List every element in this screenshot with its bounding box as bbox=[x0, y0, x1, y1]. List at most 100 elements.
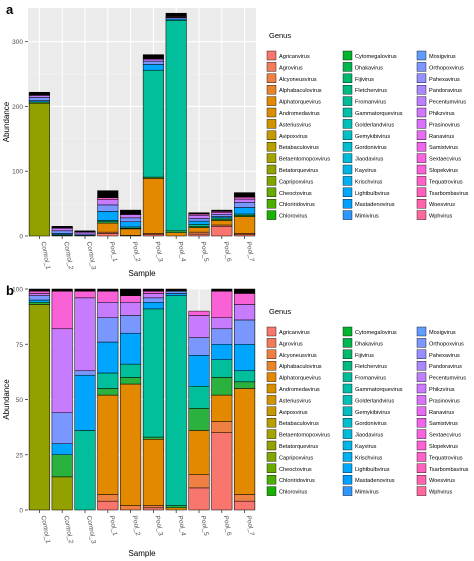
legend-swatch bbox=[266, 62, 277, 72]
legend-label: Phikzvirus bbox=[429, 387, 455, 393]
bar-segment bbox=[74, 370, 96, 376]
bar-segment bbox=[234, 381, 256, 389]
bar-segment bbox=[165, 232, 187, 237]
legend-label: Fletchervirus bbox=[355, 364, 387, 370]
chart-panel-a: 0 100 200 300 Control_1 Control_2 Control_3 Poo… bbox=[2, 8, 469, 278]
bar-segment bbox=[142, 505, 164, 509]
legend-swatch bbox=[416, 463, 427, 473]
bar-segment bbox=[28, 95, 50, 98]
bar-segment bbox=[234, 196, 256, 200]
legend-label: Ranavirus bbox=[429, 134, 454, 140]
chart-panel-b: 0 25 50 75 100 Control_1 Control_2 Control_3 Poo… bbox=[2, 287, 469, 559]
legend-swatch bbox=[416, 176, 427, 186]
legend-label: Kayvirus bbox=[355, 168, 377, 174]
bar-segment bbox=[51, 476, 73, 511]
legend-label: Orthopoxvirus bbox=[429, 65, 464, 71]
bar-segment bbox=[28, 295, 50, 301]
bar-segment bbox=[97, 211, 119, 221]
bar-segment bbox=[188, 385, 210, 409]
bar-stack-Control_3 bbox=[74, 230, 96, 237]
x-tick-label: Control_1 bbox=[39, 241, 51, 270]
bar-segment bbox=[234, 500, 256, 511]
bar-segment bbox=[142, 290, 164, 294]
bar-segment bbox=[51, 288, 73, 292]
legend-label: Fletchervirus bbox=[355, 88, 387, 94]
y-tick-label: 100 bbox=[12, 169, 23, 176]
x-tick-label: Pool_1 bbox=[108, 241, 118, 263]
bar-segment bbox=[188, 215, 210, 219]
legend-swatch bbox=[342, 452, 353, 462]
legend-label: Pahexavirus bbox=[429, 353, 460, 359]
bar-segment bbox=[142, 54, 164, 59]
legend-swatch bbox=[416, 141, 427, 152]
x-tick-label: Pool_7 bbox=[245, 515, 255, 537]
legend-swatch bbox=[342, 406, 353, 416]
bar-stack-Pool_5 bbox=[188, 212, 210, 237]
bar-stack-Pool_4 bbox=[165, 12, 187, 237]
bar-segment bbox=[142, 302, 164, 310]
legend-label: Betabaculovirus bbox=[279, 145, 319, 151]
legend-swatch bbox=[266, 338, 277, 348]
legend-label: Cytomegalovirus bbox=[355, 54, 397, 60]
bar-segment bbox=[188, 310, 210, 316]
legend-label: Mastadenovirus bbox=[355, 478, 395, 484]
legend-swatch bbox=[342, 119, 353, 129]
legend-label: Pandoravirus bbox=[429, 364, 462, 370]
bar-segment bbox=[97, 222, 119, 233]
bar-segment bbox=[142, 297, 164, 303]
bar-segment bbox=[51, 227, 73, 232]
legend-label: Tequatrovirus bbox=[429, 179, 463, 185]
bar-segment bbox=[211, 317, 233, 330]
bar-segment bbox=[211, 432, 233, 511]
legend-swatch bbox=[342, 210, 353, 220]
bar-segment bbox=[211, 212, 233, 215]
bar-segment bbox=[142, 436, 164, 440]
bar-segment bbox=[165, 290, 187, 294]
bar-stack-Pool_2 bbox=[120, 288, 142, 511]
bar-segment bbox=[120, 505, 142, 511]
bar-stack-Control_1 bbox=[28, 288, 50, 511]
legend-label: Orthopoxvirus bbox=[429, 341, 464, 347]
legend-swatch bbox=[416, 372, 427, 382]
bar-segment bbox=[188, 487, 210, 511]
legend-label: Mosigvirus bbox=[429, 54, 456, 60]
bar-segment bbox=[120, 315, 142, 334]
legend-swatch bbox=[342, 486, 353, 496]
legend-swatch bbox=[342, 326, 353, 337]
bar-segment bbox=[165, 295, 187, 506]
bar-stack-Pool_4 bbox=[165, 288, 187, 511]
legend-label: Samistvirus bbox=[429, 145, 458, 151]
bar-stack-Control_3 bbox=[74, 288, 96, 511]
bar-segment bbox=[97, 233, 119, 237]
legend-swatch bbox=[416, 119, 427, 129]
bar-segment bbox=[120, 288, 142, 296]
legend-swatch bbox=[266, 187, 277, 198]
legend-swatch bbox=[416, 406, 427, 416]
bar-stack-Pool_3 bbox=[142, 54, 164, 237]
legend-swatch bbox=[416, 452, 427, 462]
bar-segment bbox=[188, 224, 210, 227]
bar-segment bbox=[188, 430, 210, 475]
legend-label: Chlorovirus bbox=[279, 214, 307, 220]
legend-swatch bbox=[416, 326, 427, 337]
bar-stack-Pool_3 bbox=[142, 288, 164, 511]
legend-swatch bbox=[342, 176, 353, 186]
legend-swatch bbox=[416, 486, 427, 496]
bar-segment bbox=[97, 500, 119, 511]
legend-label: Prasinovirus bbox=[429, 122, 460, 128]
legend-label: Fijivirus bbox=[355, 77, 374, 83]
bar-stack-Pool_7 bbox=[234, 192, 256, 237]
legend-swatch bbox=[416, 62, 427, 72]
legend-swatch bbox=[416, 475, 427, 485]
bar-segment bbox=[97, 372, 119, 389]
legend-swatch bbox=[342, 383, 353, 394]
legend-label: Tsarbombavirus bbox=[429, 467, 469, 473]
bar-segment bbox=[51, 226, 73, 228]
legend-swatch bbox=[416, 210, 427, 220]
y-axis-title: Abundance bbox=[2, 101, 11, 142]
x-tick-label: Control_3 bbox=[85, 241, 97, 270]
legend-label: Avipoxvirus bbox=[279, 410, 308, 416]
bar-segment bbox=[74, 430, 96, 511]
legend-swatch bbox=[266, 176, 277, 186]
